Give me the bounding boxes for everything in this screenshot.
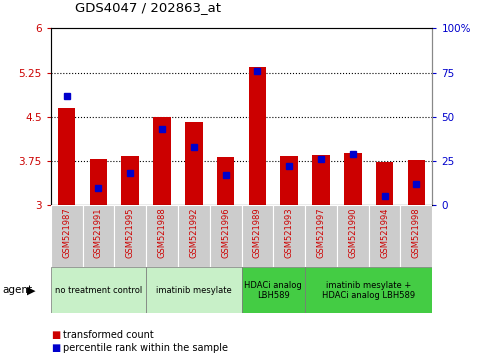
Text: GSM521997: GSM521997 <box>316 207 326 258</box>
Text: GSM521989: GSM521989 <box>253 207 262 258</box>
Bar <box>90 159 107 205</box>
Text: percentile rank within the sample: percentile rank within the sample <box>63 343 228 353</box>
Bar <box>242 267 305 313</box>
Text: agent: agent <box>2 285 32 295</box>
Bar <box>305 267 432 313</box>
Bar <box>242 205 273 267</box>
Text: ■: ■ <box>51 343 60 353</box>
Text: GSM521994: GSM521994 <box>380 207 389 258</box>
Bar <box>185 121 202 205</box>
Bar <box>344 153 362 205</box>
Bar <box>146 267 242 313</box>
Bar <box>153 117 171 205</box>
Bar <box>273 205 305 267</box>
Bar <box>305 205 337 267</box>
Bar <box>210 205 242 267</box>
Bar <box>400 205 432 267</box>
Bar <box>376 162 393 205</box>
Text: GSM521991: GSM521991 <box>94 207 103 258</box>
Bar <box>121 156 139 205</box>
Bar <box>83 205 114 267</box>
Text: GSM521995: GSM521995 <box>126 207 135 258</box>
Text: ■: ■ <box>51 330 60 339</box>
Text: GSM521988: GSM521988 <box>157 207 167 258</box>
Text: HDACi analog
LBH589: HDACi analog LBH589 <box>244 281 302 300</box>
Text: GDS4047 / 202863_at: GDS4047 / 202863_at <box>75 1 221 14</box>
Bar <box>178 205 210 267</box>
Bar <box>217 157 234 205</box>
Bar <box>51 267 146 313</box>
Text: GSM521990: GSM521990 <box>348 207 357 258</box>
Bar <box>312 155 330 205</box>
Text: no treatment control: no treatment control <box>55 286 142 295</box>
Bar <box>337 205 369 267</box>
Bar <box>114 205 146 267</box>
Text: GSM521993: GSM521993 <box>284 207 294 258</box>
Text: transformed count: transformed count <box>63 330 154 339</box>
Text: GSM521996: GSM521996 <box>221 207 230 258</box>
Text: GSM521998: GSM521998 <box>412 207 421 258</box>
Bar <box>369 205 400 267</box>
Bar <box>146 205 178 267</box>
Bar <box>58 108 75 205</box>
Text: GSM521992: GSM521992 <box>189 207 199 258</box>
Bar <box>249 67 266 205</box>
Bar <box>51 205 83 267</box>
Text: imatinib mesylate: imatinib mesylate <box>156 286 232 295</box>
Bar <box>281 156 298 205</box>
Text: GSM521987: GSM521987 <box>62 207 71 258</box>
Text: ▶: ▶ <box>27 285 35 295</box>
Text: imatinib mesylate +
HDACi analog LBH589: imatinib mesylate + HDACi analog LBH589 <box>322 281 415 300</box>
Bar <box>408 160 425 205</box>
